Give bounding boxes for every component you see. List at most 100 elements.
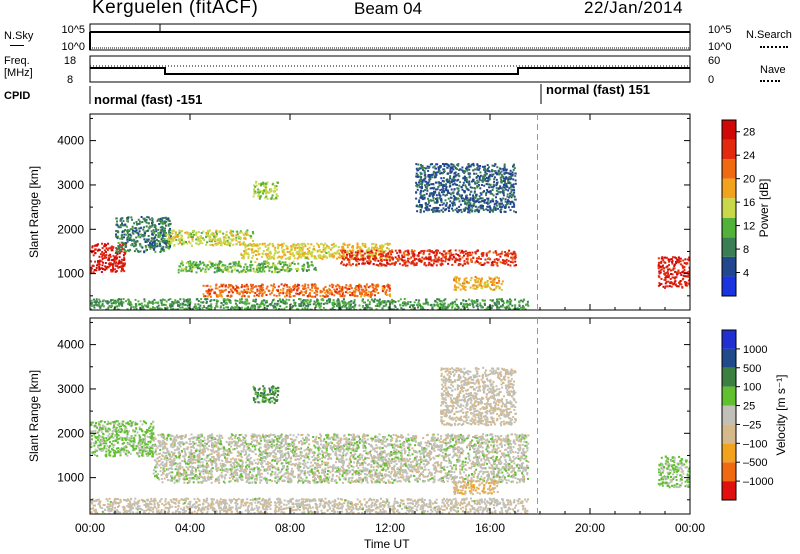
x-tick-label: 12:00 [375,521,405,535]
freq-unit-label: [MHz] [4,67,33,79]
freq-tick-bottom: 8 [67,74,73,86]
nsky-tick-top: 10^5 [61,24,85,36]
echo-region [440,366,517,427]
nsearch-tick-bottom: 10^0 [708,41,732,53]
heatmap-cells [90,162,690,310]
colorbar-swatch [722,217,736,238]
echo-region [657,256,690,289]
colorbar-tick-label: 28 [743,127,755,139]
nave-tick-bottom: 0 [708,74,714,86]
colorbar-swatch [722,237,736,257]
nave-dots [760,80,780,82]
cpid-segment-1: normal (fast) -151 [94,92,203,107]
colorbar-swatch [722,159,736,179]
y-axis-label: Slant Range [km] [27,166,41,258]
colorbar-swatch [722,386,736,406]
colorbar-tick-label: –1000 [743,476,774,488]
heatmap-cells [90,366,690,514]
echo-region [340,249,517,267]
y-axis-label: Slant Range [km] [27,370,41,462]
nsky-label: N.Sky [4,30,34,42]
echo-region [152,433,530,484]
echo-region [165,229,255,247]
echo-region [90,420,155,458]
nsearch-dots [760,46,788,48]
y-tick-label: 1000 [57,267,84,281]
colorbar-tick-label: –100 [743,438,767,450]
freq-tick-top: 18 [64,55,76,67]
colorbar-label: Power [dB] [757,179,771,238]
echo-region [252,385,280,405]
x-tick-label: 00:00 [75,521,105,535]
colorbar-swatch [722,405,736,425]
nsearch-label: N.Search [746,29,792,41]
echo-region [177,260,317,274]
cpid-segment-2: normal (fast) 151 [546,82,651,97]
beam-title: Beam 04 [354,0,423,18]
colorbar-tick-label: 20 [743,174,755,186]
echo-region [202,283,391,298]
colorbar-tick-label: 1000 [743,344,767,356]
colorbar-tick-label: 100 [743,382,761,394]
x-tick-label: 16:00 [475,521,505,535]
echo-region [90,497,529,514]
y-tick-label: 4000 [57,134,84,148]
y-tick-label: 2000 [57,426,84,440]
echo-region [453,275,504,292]
colorbar-tick-label: 16 [743,197,755,209]
colorbar-swatch [722,443,736,463]
x-axis: 00:00 04:00 08:00 12:00 16:00 20:00 00:00 [75,521,705,535]
echo-region [452,479,499,496]
colorbar-swatch [722,348,736,368]
colorbar-tick-label: 12 [743,221,755,233]
panel-frame [89,113,691,311]
colorbar-swatch [722,462,736,482]
x-tick-label: 04:00 [175,521,205,535]
colorbar-swatch [722,178,736,199]
freq-label: Freq. [4,55,30,67]
nsearch-tick-top: 10^5 [708,24,732,36]
echo-region [240,242,392,261]
colorbar-swatch [722,367,736,387]
velocity-panel: 1000 2000 3000 4000 Slant Range [km] [27,317,691,515]
colorbar-frame [721,119,737,297]
echo-region [415,162,517,214]
colorbar-tick-label: –25 [743,419,761,431]
cpid-strip [89,84,542,104]
cpid-label: CPID [4,90,31,102]
power-colorbar: 4 8 12 16 20 24 28 Power [dB] [721,119,771,297]
y-tick-label: 1000 [57,471,84,485]
echo-region [252,180,279,201]
colorbar-tick-label: 25 [743,401,755,413]
colorbar-tick-label: 8 [743,244,749,256]
colorbar-label: Velocity [m s⁻¹] [774,374,788,455]
nsky-underline [10,45,24,46]
colorbar-swatch [722,481,736,500]
freq-strip: 18 8 60 0 [64,55,720,86]
x-tick-label: 00:00 [675,521,705,535]
date-title: 22/Jan/2014 [584,0,684,17]
colorbar-swatch [722,198,736,218]
y-tick-label: 3000 [57,178,84,192]
colorbar-tick-label: 4 [743,268,749,280]
velocity-colorbar: 1000 500 100 25 –25 –100 –500 –1000 Velocity [m … [721,329,788,501]
nsky-strip: 10^5 10^0 10^5 10^0 [61,23,732,53]
echo-region [90,242,127,274]
x-tick-label: 20:00 [575,521,605,535]
colorbar-tick-label: –500 [743,457,767,469]
colorbar-frame [721,329,737,501]
colorbar-tick-label: 500 [743,363,761,375]
x-axis-label: Time UT [364,537,410,551]
nave-label: Nave [760,64,786,76]
y-tick-label: 3000 [57,382,84,396]
colorbar-swatch [722,424,736,444]
nave-tick-top: 60 [708,55,720,67]
power-panel: 1000 2000 3000 4000 Slant Range [km] [27,113,691,311]
x-tick-label: 08:00 [275,521,305,535]
echo-region [90,298,530,310]
echo-region [115,216,172,254]
colorbar-swatch [722,330,736,349]
y-tick-label: 4000 [57,338,84,352]
y-tick-label: 2000 [57,222,84,236]
